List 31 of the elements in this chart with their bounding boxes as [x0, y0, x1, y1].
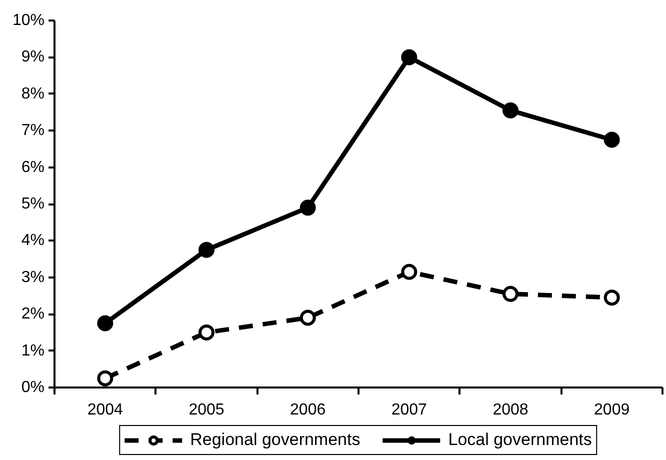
point — [401, 49, 418, 66]
x-tick-label: 2004 — [87, 402, 124, 418]
point — [502, 286, 518, 302]
y-tick-label: 3% — [21, 268, 44, 286]
y-tick-label: 1% — [21, 342, 44, 360]
y-tick-label: 8% — [21, 85, 44, 102]
point — [198, 324, 214, 340]
y-tick-label: 2% — [21, 306, 44, 323]
y-tick-label: 7% — [21, 122, 44, 140]
point — [198, 242, 214, 258]
x-tick-label: 2006 — [290, 402, 326, 418]
point — [97, 370, 114, 386]
x-tick-label: 2005 — [188, 402, 224, 418]
y-tick-label: 5% — [21, 196, 44, 212]
point — [502, 102, 518, 118]
x-tick-label: 2009 — [594, 402, 630, 418]
x-tick-label: 2007 — [391, 402, 428, 418]
point — [604, 132, 620, 148]
point — [97, 315, 114, 332]
point — [604, 290, 620, 306]
point — [300, 310, 316, 326]
legend-label: Regional governments — [190, 430, 360, 450]
x-tick-label: 2008 — [492, 402, 528, 418]
point — [401, 264, 418, 280]
y-tick-label: 9% — [21, 48, 44, 66]
y-tick-label: 4% — [21, 232, 44, 250]
y-tick-label: 10% — [12, 12, 45, 29]
point — [300, 200, 316, 216]
legend-label: Local governments — [448, 430, 592, 450]
y-tick-label: 0% — [21, 379, 44, 396]
y-tick-label: 6% — [21, 158, 44, 176]
